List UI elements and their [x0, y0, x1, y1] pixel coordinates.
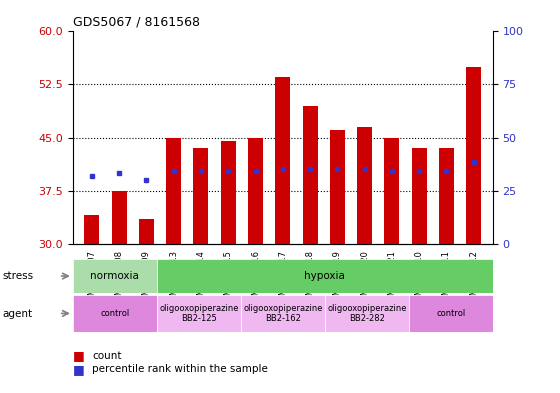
Text: count: count [92, 351, 122, 361]
Bar [357, 127, 372, 244]
Text: ■: ■ [73, 349, 85, 362]
Bar [85, 215, 99, 244]
Bar [384, 138, 399, 244]
Bar [241, 295, 325, 332]
Bar [73, 295, 157, 332]
Bar [302, 106, 318, 244]
Text: control: control [100, 309, 129, 318]
Text: normoxia: normoxia [90, 271, 139, 281]
Bar [325, 295, 409, 332]
Text: agent: agent [3, 309, 33, 319]
Text: percentile rank within the sample: percentile rank within the sample [92, 364, 268, 375]
Text: oligooxopiperazine
BB2-125: oligooxopiperazine BB2-125 [159, 304, 239, 323]
Text: oligooxopiperazine
BB2-282: oligooxopiperazine BB2-282 [327, 304, 407, 323]
Text: control: control [436, 309, 465, 318]
Text: oligooxopiperazine
BB2-162: oligooxopiperazine BB2-162 [243, 304, 323, 323]
Bar [157, 295, 241, 332]
Bar [330, 130, 345, 244]
Bar [194, 148, 208, 244]
Bar [466, 67, 481, 244]
Bar [248, 138, 263, 244]
Bar [439, 148, 454, 244]
Text: GDS5067 / 8161568: GDS5067 / 8161568 [73, 16, 200, 29]
Bar [412, 148, 427, 244]
Bar [409, 295, 493, 332]
Bar [73, 259, 157, 293]
Text: hypoxia: hypoxia [305, 271, 345, 281]
Bar [111, 191, 127, 244]
Bar [157, 259, 493, 293]
Text: stress: stress [3, 271, 34, 281]
Bar [166, 138, 181, 244]
Bar [276, 77, 290, 244]
Bar [139, 219, 154, 244]
Text: ■: ■ [73, 363, 85, 376]
Bar [221, 141, 236, 244]
